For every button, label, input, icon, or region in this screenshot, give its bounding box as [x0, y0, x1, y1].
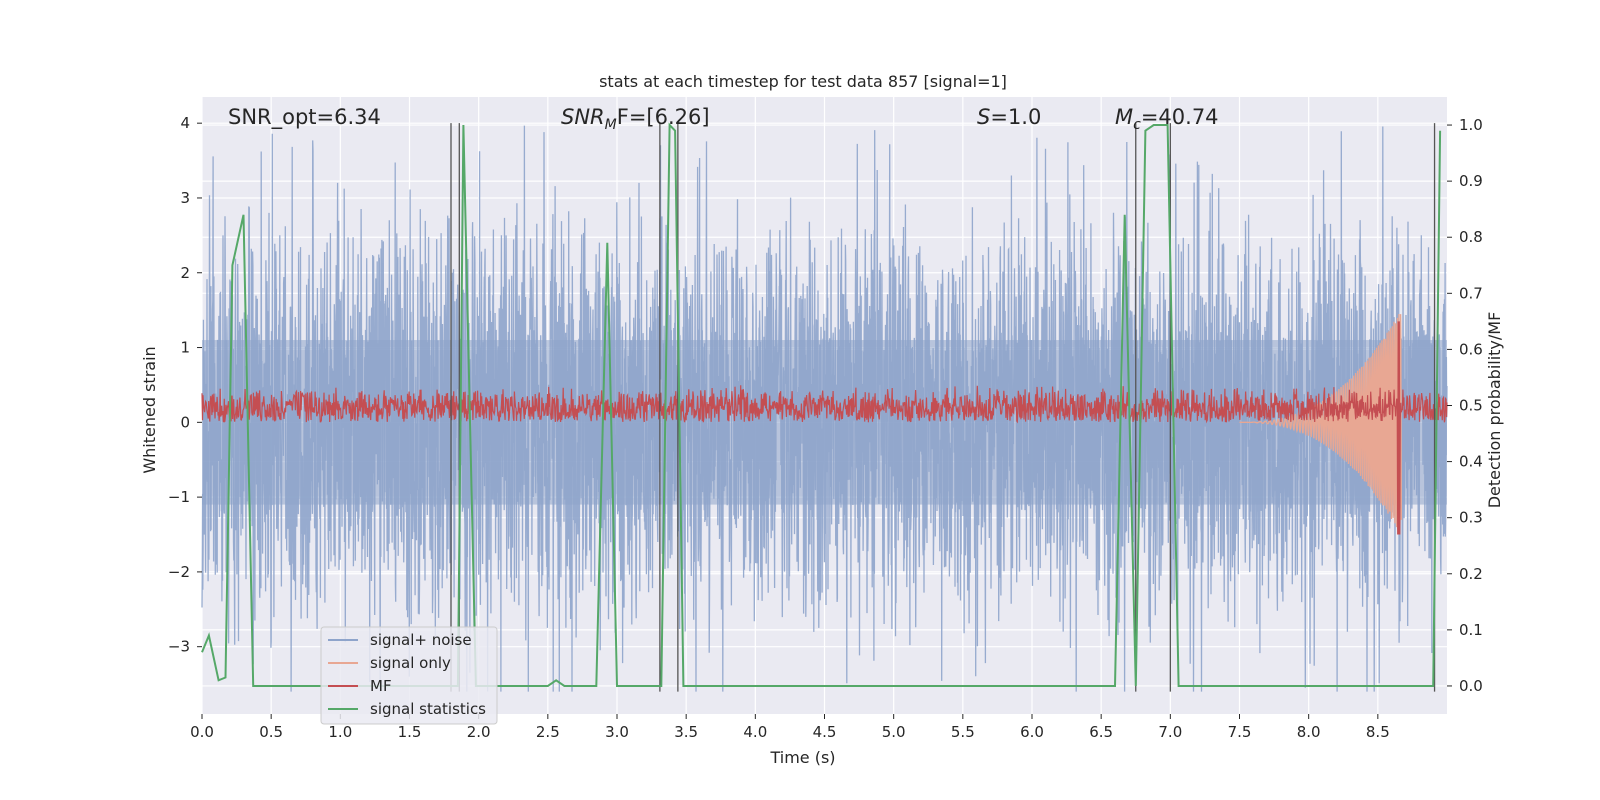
annotation-mc-sub: c: [1133, 117, 1141, 133]
signal-only-line: [1239, 313, 1403, 528]
chart-title: stats at each timestep for test data 857…: [599, 72, 1007, 91]
x-tick-label: 6.0: [1020, 723, 1044, 741]
y-right-tick-label: 0.7: [1459, 284, 1483, 302]
x-tick-label: 4.0: [743, 723, 767, 741]
x-tick-label: 7.5: [1228, 723, 1252, 741]
x-tick-label: 8.0: [1297, 723, 1321, 741]
y-tick-label: 0: [180, 413, 190, 431]
annotation-mc-rest: =40.74: [1141, 105, 1219, 129]
x-tick-label: 8.5: [1366, 723, 1390, 741]
legend-label-mf: MF: [370, 677, 392, 695]
legend-label-signal-noise: signal+ noise: [370, 631, 472, 649]
x-tick-label: 1.5: [398, 723, 422, 741]
legend: signal+ noise signal only MF signal stat…: [320, 626, 498, 725]
y-right-tick-label: 0.8: [1459, 228, 1483, 246]
annotation-mc-main: M: [1115, 105, 1133, 129]
x-tick-label: 5.5: [951, 723, 975, 741]
annotation-snr-mf-main: SNR: [561, 105, 605, 129]
annotation-s-rest: =1.0: [990, 105, 1041, 129]
legend-label-signal-only: signal only: [370, 654, 451, 672]
y-right-tick-label: 0.1: [1459, 621, 1483, 639]
y-tick-label: 1: [180, 339, 190, 357]
x-tick-label: 0.0: [190, 723, 214, 741]
x-axis-label: Time (s): [769, 748, 835, 767]
signal-statistics-series: [201, 122, 1442, 687]
x-tick-label: 2.0: [467, 723, 491, 741]
x-tick-label: 6.5: [1089, 723, 1113, 741]
signal-only-series: [1239, 313, 1403, 528]
annotation-snr-mf-sub: M: [605, 117, 617, 133]
y-tick-label: −2: [168, 563, 190, 581]
legend-label-signal-statistics: signal statistics: [370, 700, 486, 718]
y-right-tick-label: 0.6: [1459, 340, 1483, 358]
annotation-mc: Mc=40.74: [1115, 105, 1219, 133]
x-tick-label: 0.5: [259, 723, 283, 741]
y-tick-label: 2: [180, 264, 190, 282]
y-right-tick-label: 0.2: [1459, 565, 1483, 583]
x-tick-label: 1.0: [328, 723, 352, 741]
y-right-axis-ticks: 1.0 0.9 0.8 0.7 0.6 0.5 0.4 0.3 0.2 0.1 0.0: [1447, 116, 1483, 695]
annotation-snr-opt: SNR_opt=6.34: [228, 105, 381, 130]
annotation-s-main: S: [977, 105, 990, 129]
x-tick-label: 7.0: [1158, 723, 1182, 741]
y-right-tick-label: 0.5: [1459, 397, 1483, 415]
y-right-tick-label: 0.9: [1459, 172, 1483, 190]
y-tick-label: 3: [180, 189, 190, 207]
mf-line: [201, 321, 1448, 535]
y-right-tick-label: 0.3: [1459, 509, 1483, 527]
annotation-snr-mf-rest: F=[6.26]: [617, 105, 710, 129]
x-tick-label: 2.5: [536, 723, 560, 741]
y-right-tick-label: 0.0: [1459, 677, 1483, 695]
x-axis-ticks: 0.0 0.5 1.0 1.5 2.0 2.5 3.0 3.5 4.0 4.5 5.0 5.5 6.0 6…: [190, 714, 1390, 741]
y-axis-ticks: 4 3 2 1 0 −1 −2 −3: [168, 114, 202, 656]
y-tick-label: −1: [168, 488, 190, 506]
annotation-snr-mf: SNRMF=[6.26]: [561, 105, 710, 133]
y-axis-label: Whitened strain: [140, 346, 159, 473]
y-right-axis-label: Detection probability/MF: [1485, 312, 1504, 509]
annotation-s: S=1.0: [977, 105, 1041, 129]
y-tick-label: −3: [168, 638, 190, 656]
y-right-tick-label: 0.4: [1459, 453, 1483, 471]
legend-box: [320, 626, 498, 725]
signal-statistics-line: [201, 122, 1442, 687]
mf-series: [201, 321, 1448, 535]
x-tick-label: 3.5: [674, 723, 698, 741]
y-tick-label: 4: [180, 114, 190, 132]
x-tick-label: 4.5: [813, 723, 837, 741]
x-tick-label: 5.0: [882, 723, 906, 741]
x-tick-label: 3.0: [605, 723, 629, 741]
y-right-tick-label: 1.0: [1459, 116, 1483, 134]
